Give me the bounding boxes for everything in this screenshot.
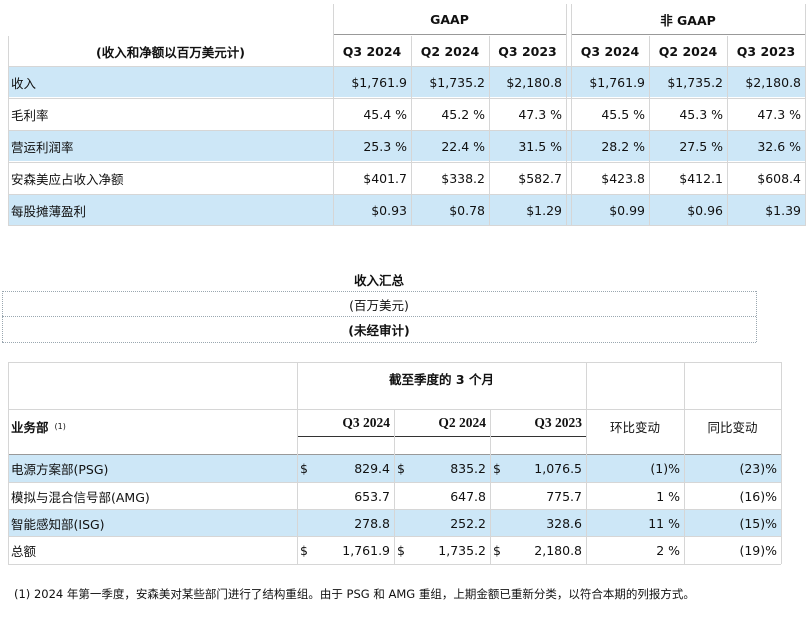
cell: $1,761.9 <box>571 67 649 97</box>
cell: 653.7 <box>354 488 390 504</box>
cell: $1,735.2 <box>649 67 727 97</box>
period-q2-2024: Q2 2024 <box>438 415 486 430</box>
cell: 45.2 % <box>441 106 485 122</box>
yoy-cell: (16)% <box>739 488 777 504</box>
cell: $401.7 <box>363 170 407 186</box>
row-label-diluted-eps: 每股摊薄盈利 <box>8 195 333 225</box>
cell: $582.7 <box>518 170 562 186</box>
cell: $1,761.9 <box>333 67 411 97</box>
currency-symbol: $ <box>493 461 501 476</box>
row-label-net-income: 安森美应占收入净额 <box>11 171 124 187</box>
row-label-gross-margin: 毛利率 <box>11 107 49 123</box>
non-gaap-group-header: 非 GAAP <box>660 12 716 28</box>
yoy-cell: (15)% <box>739 515 777 531</box>
period-q3-2023: Q3 2023 <box>534 415 582 430</box>
cell: $2,180.8 <box>727 67 805 97</box>
segment-footnote-mark: (1) <box>54 421 66 431</box>
cell: $608.4 <box>757 170 801 186</box>
qoq-cell: 1 % <box>656 488 680 504</box>
cell: 22.4 % <box>411 131 489 161</box>
cell: 25.3 % <box>333 131 411 161</box>
cell: 1,735.2 <box>438 543 486 558</box>
cell: 27.5 % <box>649 131 727 161</box>
cell: 775.7 <box>546 488 582 504</box>
cell: $0.93 <box>333 195 411 225</box>
cell: 1,761.9 <box>342 543 390 558</box>
cell: 2,180.8 <box>534 543 582 558</box>
cell: $412.1 <box>679 170 723 186</box>
currency-symbol: $ <box>397 461 405 476</box>
cell: $0.96 <box>649 195 727 225</box>
cell: $1.29 <box>489 195 566 225</box>
summary-title: 收入汇总 <box>353 272 404 288</box>
qoq-cell: (1)% <box>650 461 680 476</box>
qoq-cell: 2 % <box>656 543 680 558</box>
cell: $338.2 <box>441 170 485 186</box>
currency-symbol: $ <box>493 543 501 558</box>
segment-label-amg: 模拟与混合信号部(AMG) <box>11 489 150 505</box>
footnote: (1) 2024 年第一季度，安森美对某些部门进行了结构重组。由于 PSG 和 … <box>14 587 695 601</box>
cell: 647.8 <box>450 488 486 504</box>
cell: $0.99 <box>571 195 649 225</box>
cell: 45.3 % <box>679 106 723 122</box>
unit-header: (收入和净额以百万美元计) <box>96 44 245 60</box>
period-header: 截至季度的 3 个月 <box>389 371 494 387</box>
cell: 28.2 % <box>571 131 649 161</box>
cell: 252.2 <box>450 515 486 531</box>
yoy-cell: (19)% <box>739 543 777 558</box>
cell: $1,735.2 <box>411 67 489 97</box>
cell: 829.4 <box>354 461 390 476</box>
summary-unit: (百万美元) <box>349 298 409 313</box>
cell: 47.3 % <box>518 106 562 122</box>
gaap-period-q2-2024: Q2 2024 <box>420 43 480 59</box>
segment-label-psg: 电源方案部(PSG) <box>8 455 297 482</box>
segment-label-total: 总额 <box>11 544 37 559</box>
summary-unaudited-note: (未经审计) <box>348 323 410 338</box>
segment-label-isg: 智能感知部(ISG) <box>8 510 297 536</box>
currency-symbol: $ <box>397 543 405 558</box>
cell: 47.3 % <box>757 106 801 122</box>
cell: 45.4 % <box>363 106 407 122</box>
cell: 1,076.5 <box>534 461 582 476</box>
currency-symbol: $ <box>300 461 308 476</box>
gaap-period-q3-2023: Q3 2023 <box>498 43 557 59</box>
gaap-group-header: GAAP <box>430 11 469 27</box>
non-gaap-period-q3-2024: Q3 2024 <box>580 43 640 59</box>
segment-header-label: 业务部 <box>11 419 49 435</box>
qoq-header: 环比变动 <box>609 419 660 435</box>
period-q3-2024: Q3 2024 <box>342 415 390 430</box>
cell: 32.6 % <box>727 131 805 161</box>
qoq-cell: 11 % <box>648 515 680 531</box>
currency-symbol: $ <box>300 543 308 558</box>
row-label-revenue: 收入 <box>8 67 333 97</box>
cell: 278.8 <box>354 515 390 531</box>
non-gaap-period-q3-2023: Q3 2023 <box>736 43 796 59</box>
non-gaap-period-q2-2024: Q2 2024 <box>658 43 718 59</box>
segment-header: 业务部 (1) <box>8 410 297 442</box>
row-label-operating-margin: 营运利润率 <box>8 131 333 161</box>
yoy-header: 同比变动 <box>707 419 758 435</box>
cell: $423.8 <box>601 170 645 186</box>
yoy-cell: (23)% <box>739 461 777 476</box>
gaap-period-q3-2024: Q3 2024 <box>342 43 402 59</box>
cell: $2,180.8 <box>489 67 566 97</box>
cell: 328.6 <box>546 515 582 531</box>
cell: 45.5 % <box>601 106 645 122</box>
cell: 835.2 <box>450 461 486 476</box>
cell: $0.78 <box>411 195 489 225</box>
cell: $1.39 <box>727 195 805 225</box>
cell: 31.5 % <box>489 131 566 161</box>
